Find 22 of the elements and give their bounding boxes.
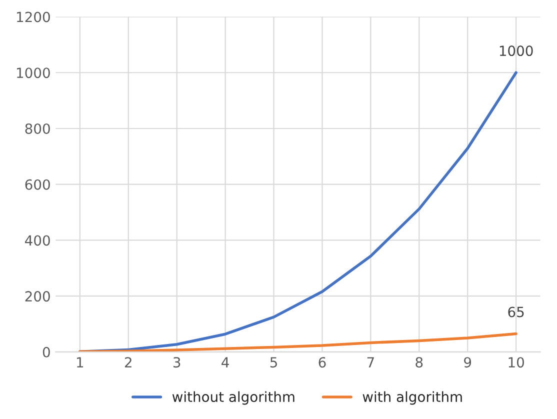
y-tick-label: 600 [25,179,50,190]
x-tick-label: 8 [416,357,423,368]
legend-label: without algorithm [172,391,294,405]
legend-label: with algorithm [362,391,462,405]
x-tick-label: 5 [270,357,277,368]
x-tick-label: 4 [222,357,229,368]
x-tick-label: 6 [318,357,326,368]
y-tick-label: 800 [25,123,50,134]
y-tick-label: 1200 [17,12,50,22]
x-tick-label: 2 [124,357,132,368]
x-tick-label: 3 [173,357,180,368]
line-series [78,332,518,352]
y-tick-label: 400 [25,235,50,246]
y-tick-label: 0 [42,346,50,358]
x-tick-label: 7 [367,357,374,368]
y-tick-label: 200 [25,291,50,302]
x-tick-label: 9 [464,357,472,368]
data-label: 1000 [500,46,533,56]
y-tick-label: 1000 [17,68,50,78]
data-label: 65 [508,306,524,318]
x-tick-label: 1 [77,357,84,368]
x-tick-label: 10 [508,357,524,368]
